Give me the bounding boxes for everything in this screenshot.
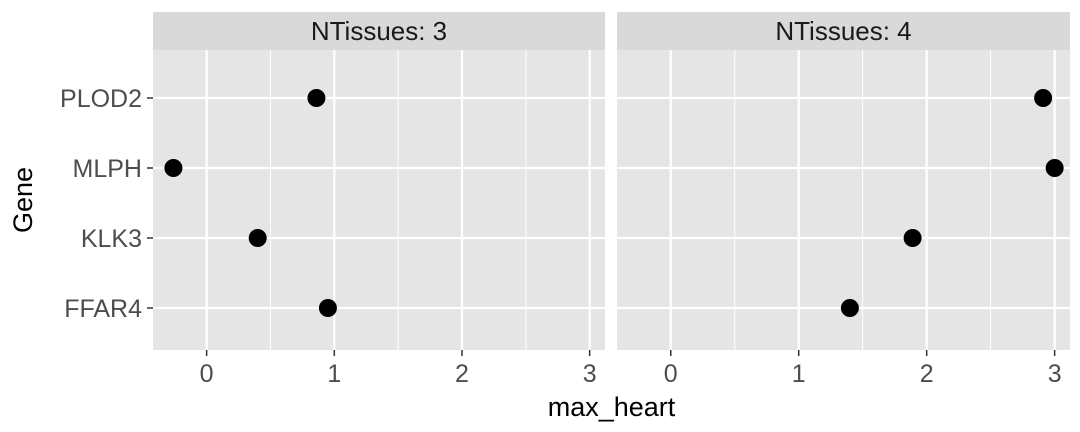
facet-panel: NTissues: 3 0 1 2 3	[153, 12, 605, 388]
y-axis-title: Gene	[8, 167, 38, 233]
y-axis: PLOD2 MLPH KLK3 FFAR4	[60, 85, 153, 323]
data-point	[248, 229, 267, 247]
data-point	[164, 159, 183, 177]
data-point	[1034, 89, 1053, 107]
facet-strip-label: NTissues: 4	[775, 16, 911, 46]
data-point	[318, 299, 337, 317]
data-point	[1045, 159, 1064, 177]
x-tick-label: 2	[920, 360, 934, 388]
y-tick-label: KLK3	[81, 225, 142, 253]
facet-panels: NTissues: 3 0 1 2 3 NTissues: 4 0 1 2 3	[153, 12, 1070, 388]
x-tick-label: 3	[583, 360, 597, 388]
x-tick-label: 0	[664, 360, 678, 388]
facet-strip	[617, 12, 1070, 50]
y-tick-label: MLPH	[73, 155, 142, 183]
facet-strip	[153, 12, 605, 50]
facet-strip-label: NTissues: 3	[311, 16, 447, 46]
data-point	[903, 229, 922, 247]
x-tick-label: 2	[455, 360, 469, 388]
x-tick-label: 1	[792, 360, 806, 388]
x-axis-title: max_heart	[548, 392, 676, 422]
x-tick-label: 0	[200, 360, 214, 388]
y-tick-label: PLOD2	[60, 85, 142, 113]
data-point	[307, 89, 326, 107]
facet-panel: NTissues: 4 0 1 2 3	[617, 12, 1070, 388]
panel-background	[153, 50, 605, 350]
x-tick-label: 3	[1048, 360, 1062, 388]
data-point	[840, 299, 859, 317]
panel-background	[617, 50, 1070, 350]
x-tick-label: 1	[327, 360, 341, 388]
y-tick-label: FFAR4	[64, 295, 142, 323]
